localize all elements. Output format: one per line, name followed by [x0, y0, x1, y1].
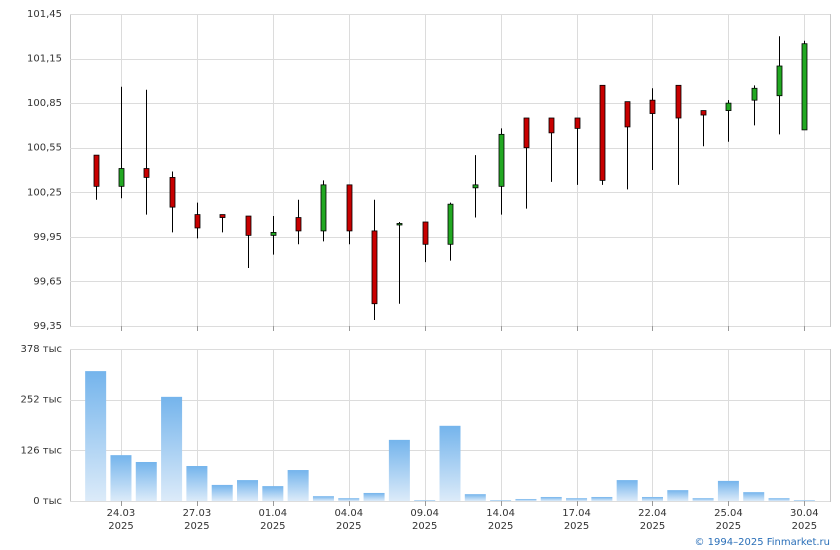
volume-bar — [515, 498, 537, 501]
volume-bar — [768, 498, 790, 501]
volume-bar — [616, 480, 638, 501]
volume-bar — [211, 484, 233, 501]
volume-bar — [566, 498, 588, 501]
x-tick-label: 22.04 — [638, 508, 667, 519]
candle-body — [472, 184, 479, 189]
y-tick-label: 100,55 — [27, 143, 62, 154]
volume-bar — [641, 496, 663, 501]
candle-body — [725, 102, 732, 111]
volume-bar — [85, 371, 107, 501]
x-tick-label: 24.03 — [107, 508, 136, 519]
candle-body — [245, 215, 252, 236]
volume-bar — [743, 492, 765, 501]
x-tick-label: 30.04 — [790, 508, 819, 519]
candle-body — [498, 133, 505, 187]
y-tick-label: 378 тыс — [21, 344, 62, 355]
y-tick-label: 126 тыс — [21, 445, 62, 456]
candle-body — [599, 84, 606, 181]
footer: © 1994–2025 Finmarket.ru — [694, 537, 830, 548]
candle-body — [523, 117, 530, 149]
volume-bar — [490, 500, 512, 501]
x-tick-year: 2025 — [108, 521, 133, 532]
y-tick-label: 101,15 — [27, 54, 62, 65]
candle-body — [624, 101, 631, 128]
volume-bar — [717, 480, 739, 501]
candle-body — [574, 117, 581, 129]
volume-bar — [186, 466, 208, 501]
volume-bar — [540, 496, 562, 501]
volume-bar — [464, 494, 486, 501]
candle-body — [143, 168, 150, 178]
x-tick-year: 2025 — [564, 521, 589, 532]
x-tick-label: 25.04 — [714, 508, 743, 519]
y-tick-label: 252 тыс — [21, 395, 62, 406]
candle-body — [422, 221, 429, 245]
x-tick-label: 01.04 — [259, 508, 288, 519]
volume-bar — [287, 470, 309, 501]
y-tick-label: 99,35 — [33, 321, 62, 332]
x-tick-label: 14.04 — [486, 508, 515, 519]
price-frame — [70, 14, 831, 327]
candle-body — [548, 117, 555, 134]
volume-bar — [161, 396, 183, 501]
y-tick-label: 100,85 — [27, 98, 62, 109]
volume-bar — [591, 496, 613, 501]
volume-bar — [692, 498, 714, 501]
volume-bar — [135, 461, 157, 501]
y-tick-label: 99,65 — [33, 276, 62, 287]
candle-body — [219, 214, 226, 218]
x-tick-year: 2025 — [412, 521, 437, 532]
candle-body — [346, 184, 353, 232]
volume-bar — [110, 455, 132, 501]
x-tick-year: 2025 — [792, 521, 817, 532]
x-tick-year: 2025 — [260, 521, 285, 532]
volume-bar — [363, 492, 385, 501]
volume-bar — [793, 500, 815, 501]
candle-body — [396, 223, 403, 226]
volume-bar — [439, 425, 461, 501]
candle-body — [649, 99, 656, 114]
volume-bar — [338, 498, 360, 501]
candle-body — [751, 87, 758, 101]
candle-body — [801, 43, 808, 131]
candle-body — [118, 168, 125, 187]
x-tick-label: 27.03 — [183, 508, 212, 519]
x-tick-year: 2025 — [184, 521, 209, 532]
y-tick-label: 101,45 — [27, 9, 62, 20]
x-tick-year: 2025 — [640, 521, 665, 532]
volume-bar — [312, 496, 334, 501]
candle-body — [776, 65, 783, 97]
x-tick-year: 2025 — [336, 521, 361, 532]
candle-body — [371, 230, 378, 305]
candle-body — [270, 231, 277, 236]
y-tick-label: 0 тыс — [33, 496, 62, 507]
x-tick-year: 2025 — [716, 521, 741, 532]
candle-body — [295, 217, 302, 232]
volume-bar — [667, 490, 689, 501]
volume-bar — [262, 486, 284, 501]
volume-bar — [414, 500, 436, 501]
candle-body — [447, 203, 454, 245]
y-tick-label: 99,95 — [33, 232, 62, 243]
y-tick-label: 100,25 — [27, 187, 62, 198]
candle-body — [194, 214, 201, 229]
candle-body — [320, 184, 327, 232]
candle-body — [675, 84, 682, 119]
x-tick-label: 09.04 — [410, 508, 439, 519]
volume-bar — [388, 439, 410, 501]
x-tick-label: 04.04 — [334, 508, 363, 519]
candle-body — [700, 110, 707, 116]
candle-body — [169, 177, 176, 208]
x-tick-year: 2025 — [488, 521, 513, 532]
volume-bar — [237, 480, 259, 501]
x-tick-label: 17.04 — [562, 508, 591, 519]
candle-body — [93, 154, 100, 187]
